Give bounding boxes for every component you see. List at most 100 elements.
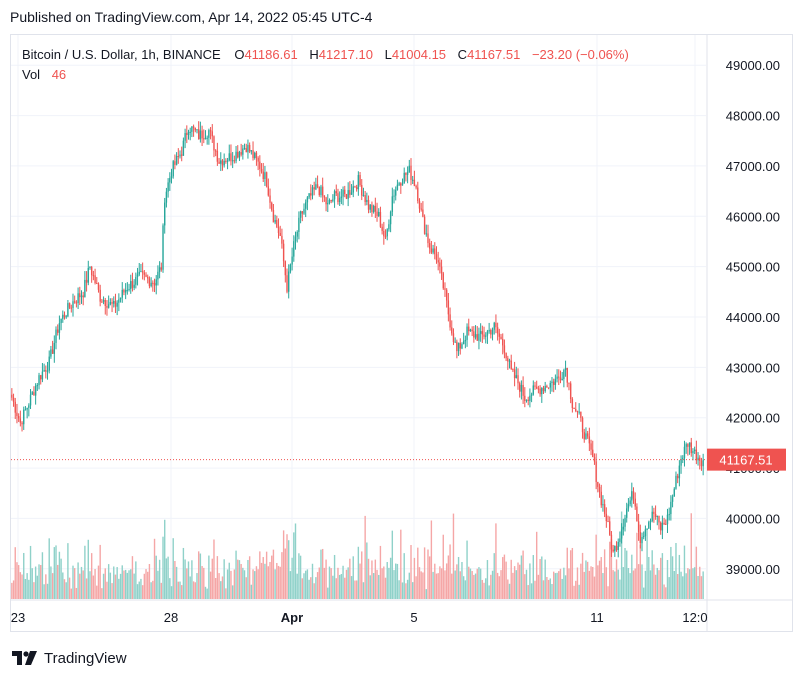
candle-body — [452, 333, 455, 342]
candle-body — [259, 161, 261, 169]
volume-bar — [615, 559, 618, 599]
volume-bar — [564, 575, 567, 599]
candle-body — [225, 160, 227, 162]
chart-legend: Bitcoin / U.S. Dollar, 1h, BINANCE O4118… — [22, 45, 629, 85]
candle-body — [60, 318, 62, 324]
volume-bar — [532, 555, 534, 599]
volume-bar — [162, 536, 164, 599]
volume-bars — [11, 511, 704, 599]
volume-bar — [46, 583, 49, 599]
candle-body — [595, 461, 597, 482]
volume-bar — [333, 554, 336, 599]
volume-bar — [602, 573, 604, 599]
candle-body — [111, 302, 113, 304]
candle-body — [282, 243, 285, 262]
tradingview-logo[interactable]: TradingView — [12, 648, 127, 668]
volume-bar — [350, 576, 353, 599]
candle-body — [609, 521, 611, 535]
volume-bar — [658, 570, 660, 599]
volume-bar — [522, 550, 524, 599]
candle-body — [21, 422, 23, 425]
volume-bar — [486, 560, 489, 599]
volume-bar — [177, 581, 180, 599]
candle-body — [223, 160, 225, 166]
volume-bar — [456, 564, 458, 599]
volume-bar — [668, 577, 670, 599]
candle-body — [352, 186, 354, 193]
volume-bar — [60, 558, 62, 599]
candle-body — [451, 327, 453, 334]
candle-body — [367, 199, 370, 210]
candle-body — [544, 386, 546, 392]
volume-bar — [11, 582, 13, 599]
volume-bar — [85, 578, 88, 599]
volume-bar — [57, 564, 59, 599]
volume-bar — [327, 587, 329, 599]
candle-body — [556, 376, 558, 379]
candle-body — [641, 537, 643, 544]
volume-bar — [135, 561, 137, 599]
candle-body — [671, 496, 674, 502]
volume-bar — [563, 567, 565, 599]
candle-body — [45, 370, 47, 372]
candle-body — [332, 199, 334, 202]
candle-body — [624, 517, 626, 527]
volume-bar — [510, 559, 512, 599]
volume-bar — [158, 559, 161, 599]
candle-body — [563, 370, 565, 379]
candle-body — [148, 278, 151, 287]
candle-body — [43, 370, 45, 372]
candle-body — [393, 195, 395, 197]
candle-body — [485, 335, 487, 337]
candle-body — [383, 230, 385, 237]
volume-bar — [585, 560, 587, 599]
candle-body — [585, 433, 587, 440]
legend-close-value: 41167.51 — [467, 47, 521, 62]
volume-bar — [330, 568, 332, 599]
candle-body — [321, 186, 324, 196]
price-tick-label: 47000.00 — [726, 159, 780, 174]
volume-bar — [568, 568, 570, 599]
candle-body — [423, 216, 426, 234]
candle-body — [425, 233, 427, 235]
candle-body — [551, 381, 553, 384]
candle-body — [345, 194, 348, 199]
volume-bar — [675, 543, 677, 599]
candle-body — [693, 449, 696, 452]
volume-bar — [82, 570, 84, 599]
volume-bar — [43, 584, 45, 599]
candle-body — [500, 336, 502, 340]
candle-body — [539, 388, 541, 395]
candle-body — [41, 371, 44, 380]
volume-bar — [535, 531, 538, 599]
candle-body — [130, 281, 132, 289]
candle-body — [126, 289, 129, 291]
volume-bar — [306, 569, 309, 599]
candle-body — [580, 411, 582, 418]
candle-body — [697, 457, 699, 461]
candle-body — [590, 443, 592, 450]
candle-body — [118, 299, 120, 303]
candle-body — [535, 386, 538, 389]
volume-bar — [432, 571, 434, 599]
volume-bar — [457, 556, 460, 599]
candle-body — [58, 323, 61, 333]
volume-bar — [590, 566, 592, 599]
candle-body — [683, 446, 686, 458]
volume-bar — [299, 555, 302, 599]
candle-body — [355, 187, 358, 190]
candle-body — [248, 144, 251, 152]
volume-bar — [395, 563, 397, 599]
candle-body — [204, 137, 207, 140]
volume-bar — [612, 570, 614, 599]
candle-body — [254, 152, 256, 158]
volume-bar — [214, 578, 217, 599]
volume-bar — [513, 566, 516, 599]
volume-bar — [627, 567, 630, 599]
volume-bar — [51, 573, 54, 599]
volume-bar — [102, 573, 105, 599]
candle-body — [85, 279, 88, 283]
volume-bar — [310, 577, 312, 599]
volume-bar — [179, 581, 181, 599]
